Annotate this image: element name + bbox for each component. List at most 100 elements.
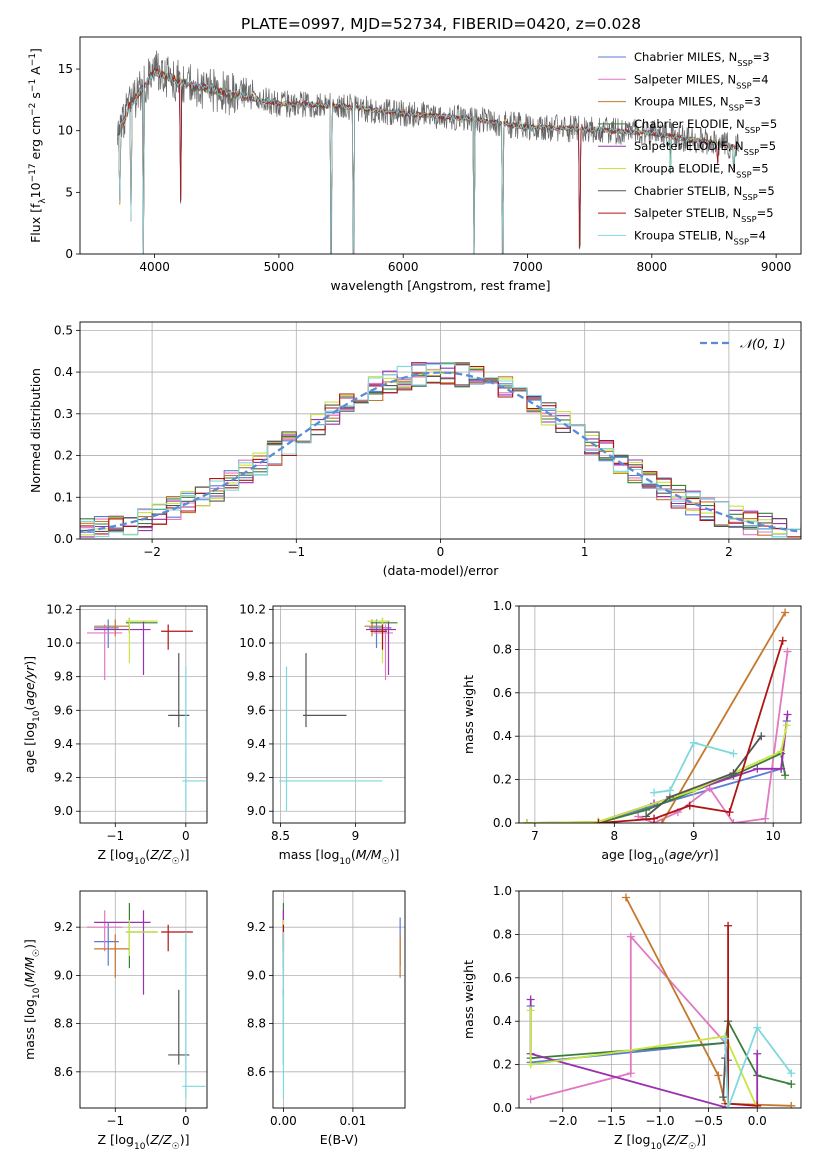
plot-area bbox=[80, 361, 801, 538]
point-marker bbox=[725, 808, 734, 817]
point-marker bbox=[721, 1034, 730, 1043]
point-marker bbox=[729, 819, 738, 823]
x-axis-label: E(B-V) bbox=[320, 1132, 359, 1147]
normal-curve bbox=[80, 371, 801, 533]
y-tick-label: 10.0 bbox=[239, 636, 266, 650]
errorbar-krou_miles bbox=[94, 934, 130, 978]
series-krou_stelib bbox=[721, 1023, 796, 1108]
legend-label: Kroupa ELODIE, NSSP=5 bbox=[634, 162, 769, 180]
y-tick-label: 1.0 bbox=[493, 884, 512, 898]
x-tick-label: −1.5 bbox=[597, 1114, 626, 1128]
point-marker bbox=[778, 636, 787, 645]
series-line bbox=[724, 1025, 793, 1108]
axes-frame bbox=[518, 605, 802, 824]
y-tick-label: 8.8 bbox=[54, 1017, 73, 1031]
y-tick-label: 0.4 bbox=[54, 365, 73, 379]
legend-label: Kroupa MILES, NSSP=3 bbox=[634, 95, 761, 113]
y-tick-label: 0.2 bbox=[493, 1058, 512, 1072]
point-marker bbox=[522, 819, 531, 823]
point-marker bbox=[621, 893, 630, 902]
axes-frame bbox=[79, 36, 802, 255]
y-tick-label: 0 bbox=[65, 247, 73, 261]
y-tick-label: 0.0 bbox=[54, 532, 73, 546]
y-tick-label: 0.4 bbox=[493, 729, 512, 743]
ticks: −1 0 9.0 9.2 9.4 9.6 9.8 10.0 10.2 bbox=[46, 602, 189, 843]
x-tick-label: −1 bbox=[106, 829, 124, 843]
x-tick-label: −2 bbox=[143, 545, 161, 559]
point-marker bbox=[526, 1095, 535, 1104]
errorbar-salp_stelib bbox=[161, 924, 193, 952]
y-tick-label: 9.0 bbox=[54, 968, 73, 982]
y-tick-label: 9.2 bbox=[54, 771, 73, 785]
legend-label: Kroupa STELIB, NSSP=4 bbox=[634, 228, 766, 246]
errorbar-salp_miles bbox=[87, 624, 123, 681]
x-axis-label: age [log10(age/yr)] bbox=[601, 847, 718, 867]
x-tick-label: 0 bbox=[182, 1114, 190, 1128]
y-tick-label: 5 bbox=[65, 185, 73, 199]
axes-frame bbox=[518, 890, 802, 1109]
point-marker bbox=[724, 921, 733, 930]
histogram-salp_stelib bbox=[80, 364, 801, 538]
legend-label: Chabrier MILES, NSSP=3 bbox=[634, 50, 770, 68]
errorbar-krou_stelib bbox=[279, 666, 383, 812]
grid bbox=[273, 606, 405, 823]
x-tick-label: 8.5 bbox=[271, 829, 290, 843]
point-marker bbox=[626, 932, 635, 941]
y-tick-label: 0.0 bbox=[493, 816, 512, 830]
ticks: 4000 5000 6000 7000 8000 9000 0 5 10 15 bbox=[58, 62, 792, 274]
series-krou_miles bbox=[657, 608, 790, 823]
axes-frame bbox=[272, 890, 406, 1109]
x-tick-label: 9000 bbox=[761, 260, 792, 274]
x-tick-label: −1 bbox=[106, 1114, 124, 1128]
y-tick-label: 0.8 bbox=[493, 642, 512, 656]
point-marker bbox=[526, 1006, 535, 1015]
x-tick-label: 5000 bbox=[264, 260, 295, 274]
axes-frame bbox=[79, 321, 802, 540]
x-axis-label: Z [log10(Z/Z☉)] bbox=[98, 1132, 190, 1152]
spectrum-line-chab_stelib bbox=[116, 50, 740, 254]
legend: 𝒩(0, 1) bbox=[700, 336, 786, 351]
point-marker bbox=[665, 786, 674, 795]
residuals-panel: −2 −1 0 1 2 0.0 0.1 0.2 0.3 0.4 0.5 𝒩(0, 1) (data-mo… bbox=[28, 321, 802, 578]
y-axis-label: age [log10(age/yr)] bbox=[22, 656, 42, 773]
legend-label: Salpeter MILES, NSSP=4 bbox=[634, 72, 769, 90]
mass-vs-ebv-panel: 0.00 0.01 8.6 8.8 9.0 9.2 E(B-V) bbox=[247, 890, 406, 1147]
legend: Chabrier MILES, NSSP=3 Salpeter MILES, NS… bbox=[598, 50, 777, 246]
point-marker bbox=[761, 814, 770, 823]
x-tick-label: 0.00 bbox=[270, 1114, 297, 1128]
ticks: −1 0 8.6 8.8 9.0 9.2 bbox=[54, 920, 190, 1128]
point-marker bbox=[753, 1049, 762, 1058]
x-tick-label: 9 bbox=[690, 829, 698, 843]
errorbar-salp_miles bbox=[373, 624, 393, 681]
plot-area bbox=[87, 903, 206, 1099]
histogram-krou_stelib bbox=[80, 363, 801, 538]
x-tick-label: 1 bbox=[581, 545, 589, 559]
series-krou_stelib bbox=[650, 738, 738, 797]
point-marker bbox=[787, 1101, 796, 1108]
legend-label: Chabrier STELIB, NSSP=5 bbox=[634, 184, 775, 202]
x-tick-label: 0 bbox=[182, 829, 190, 843]
x-tick-label: 6000 bbox=[388, 260, 419, 274]
series-line bbox=[625, 897, 792, 1107]
x-tick-label: 4000 bbox=[139, 260, 170, 274]
point-marker bbox=[650, 788, 659, 797]
x-axis-label: Z [log10(Z/Z☉)] bbox=[614, 1132, 706, 1152]
x-tick-label: 0 bbox=[437, 545, 445, 559]
y-tick-label: 8.6 bbox=[54, 1065, 73, 1079]
y-tick-label: 0.6 bbox=[493, 971, 512, 985]
axes-frame bbox=[79, 605, 208, 824]
figure-title: PLATE=0997, MJD=52734, FIBERID=0420, z=0… bbox=[241, 15, 641, 33]
point-marker bbox=[753, 1101, 762, 1108]
x-tick-label: −1.0 bbox=[645, 1114, 674, 1128]
series-line bbox=[653, 741, 734, 794]
axes-frame bbox=[79, 890, 208, 1109]
legend-label: Salpeter ELODIE, NSSP=5 bbox=[634, 139, 776, 157]
errorbar-chab_stelib bbox=[303, 653, 347, 728]
age-vs-z-panel: −1 0 9.0 9.2 9.4 9.6 9.8 10.0 10.2 Z [log10(Z/Z☉)… bbox=[22, 602, 208, 867]
point-marker bbox=[787, 1080, 796, 1089]
y-tick-label: 10.2 bbox=[239, 602, 266, 616]
y-tick-label: 9.4 bbox=[54, 737, 73, 751]
y-tick-label: 0.8 bbox=[493, 927, 512, 941]
errorbar-krou_elodie bbox=[125, 617, 158, 664]
y-tick-label: 1.0 bbox=[493, 599, 512, 613]
